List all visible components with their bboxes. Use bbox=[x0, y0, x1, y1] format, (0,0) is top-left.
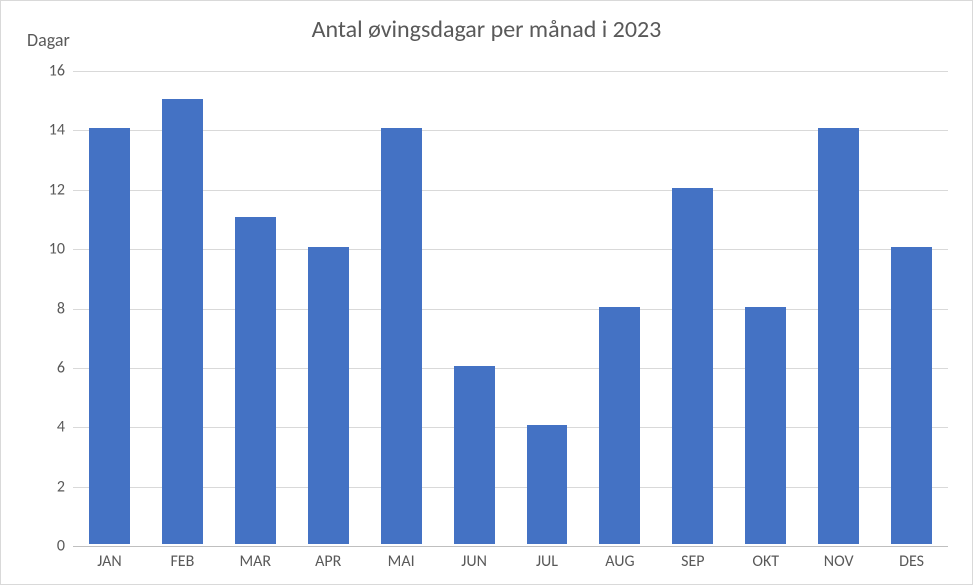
bar bbox=[381, 128, 422, 544]
bar bbox=[527, 425, 568, 544]
chart-container: Antal øvingsdagar per månad i 2023 Dagar… bbox=[0, 0, 973, 585]
x-tick-label: JUL bbox=[536, 552, 558, 571]
y-tick-label: 12 bbox=[25, 180, 65, 199]
plot-area: JANFEBMARAPRMAIJUNJULAUGSEPOKTNOVDES bbox=[73, 71, 948, 544]
bar bbox=[672, 188, 713, 544]
x-tick-label: NOV bbox=[824, 552, 854, 571]
bar-slot: MAI bbox=[365, 71, 438, 544]
y-tick-label: 14 bbox=[25, 121, 65, 140]
x-tick-label: JAN bbox=[97, 552, 121, 571]
chart-title: Antal øvingsdagar per månad i 2023 bbox=[1, 15, 972, 44]
y-tick-label: 2 bbox=[25, 477, 65, 496]
x-tick-label: MAR bbox=[239, 552, 271, 571]
y-tick-label: 10 bbox=[25, 240, 65, 259]
x-tick-label: JUN bbox=[461, 552, 487, 571]
x-tick-label: OKT bbox=[752, 552, 779, 571]
bar-slot: SEP bbox=[656, 71, 729, 544]
bar-slot: NOV bbox=[802, 71, 875, 544]
bar-slot: AUG bbox=[583, 71, 656, 544]
x-axis-line bbox=[73, 546, 948, 547]
y-tick-label: 6 bbox=[25, 358, 65, 377]
bar bbox=[89, 128, 130, 544]
bar-slot: OKT bbox=[729, 71, 802, 544]
bar bbox=[454, 366, 495, 544]
bar bbox=[745, 307, 786, 545]
bar bbox=[162, 99, 203, 544]
bar-slot: DES bbox=[875, 71, 948, 544]
y-tick-label: 4 bbox=[25, 418, 65, 437]
y-tick-label: 8 bbox=[25, 299, 65, 318]
bar-slot: JUN bbox=[438, 71, 511, 544]
bar bbox=[818, 128, 859, 544]
y-axis-label: Dagar bbox=[27, 29, 70, 51]
y-tick-label: 16 bbox=[25, 62, 65, 81]
bar-slot: JUL bbox=[511, 71, 584, 544]
bar-slot: FEB bbox=[146, 71, 219, 544]
x-tick-label: DES bbox=[899, 552, 924, 571]
bar-slot: JAN bbox=[73, 71, 146, 544]
x-tick-label: MAI bbox=[388, 552, 415, 571]
bar bbox=[891, 247, 932, 544]
bars-row: JANFEBMARAPRMAIJUNJULAUGSEPOKTNOVDES bbox=[73, 71, 948, 544]
y-tick-label: 0 bbox=[25, 537, 65, 556]
x-tick-label: AUG bbox=[605, 552, 634, 571]
x-tick-label: FEB bbox=[170, 552, 194, 571]
bar bbox=[235, 217, 276, 544]
bar-slot: MAR bbox=[219, 71, 292, 544]
bar bbox=[599, 307, 640, 545]
bar bbox=[308, 247, 349, 544]
bar-slot: APR bbox=[292, 71, 365, 544]
x-tick-label: SEP bbox=[681, 552, 704, 571]
x-tick-label: APR bbox=[315, 552, 341, 571]
